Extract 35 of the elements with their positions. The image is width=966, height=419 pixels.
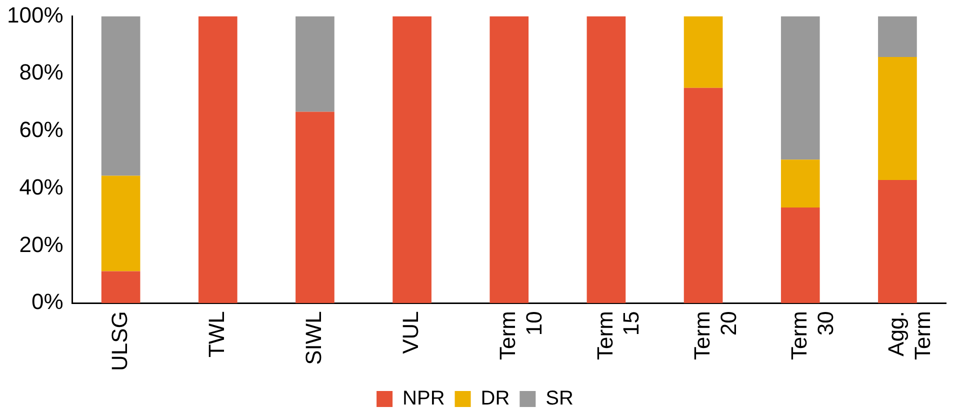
- y-tick-label: 60%: [19, 117, 64, 142]
- legend-label: DR: [480, 388, 510, 410]
- x-tick-label: Term 30: [786, 311, 838, 360]
- bar: [101, 16, 140, 176]
- bar: [780, 16, 820, 160]
- x-tick-label: Agg. Term: [884, 311, 935, 360]
- bar: [684, 88, 723, 304]
- x-tick-label: ULSG: [106, 311, 132, 372]
- legend-label: NPR: [402, 388, 445, 410]
- bar: [101, 271, 140, 304]
- x-tick-label: TWL: [204, 311, 229, 358]
- y-tick-label: 20%: [19, 232, 64, 257]
- bar: [101, 176, 140, 272]
- bar: [878, 16, 917, 57]
- bar: [684, 16, 723, 88]
- x-tick-label: Term 15: [592, 311, 644, 360]
- bar: [296, 112, 334, 304]
- bar: [392, 16, 432, 304]
- bar: [198, 16, 238, 304]
- bar: [878, 56, 917, 180]
- y-tick-label: 100%: [6, 2, 64, 28]
- bar: [490, 16, 529, 304]
- x-tick-label: SIWL: [301, 311, 326, 365]
- bar: [878, 180, 917, 304]
- y-tick-label: 80%: [19, 60, 64, 85]
- legend-label: SR: [546, 388, 574, 410]
- x-tick-label: Term 10: [495, 311, 547, 360]
- bar: [780, 160, 820, 208]
- y-tick-label: 0%: [31, 289, 64, 314]
- x-tick-label: Term 20: [689, 311, 741, 360]
- bar: [296, 16, 334, 112]
- bar: [586, 16, 626, 304]
- x-tick-label: VUL: [398, 311, 424, 354]
- y-tick-label: 40%: [19, 174, 64, 200]
- bar: [780, 208, 820, 304]
